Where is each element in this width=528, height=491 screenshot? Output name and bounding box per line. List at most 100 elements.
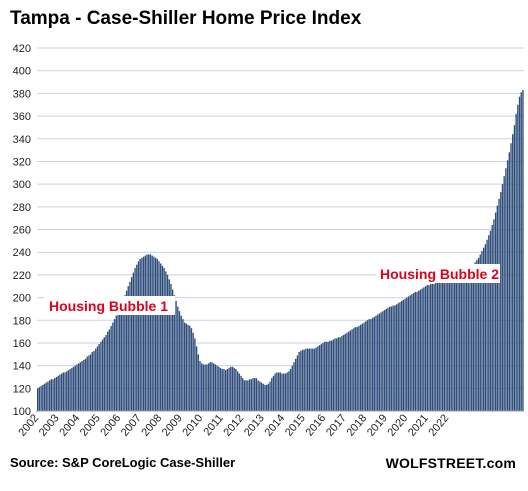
bar <box>346 332 348 411</box>
bar <box>426 285 428 411</box>
bar <box>257 380 259 411</box>
bar <box>406 297 408 411</box>
bar <box>78 363 80 411</box>
bar <box>313 348 316 411</box>
bar <box>339 337 341 411</box>
y-tick-label: 220 <box>13 270 31 282</box>
bar <box>414 291 416 411</box>
bar <box>430 283 432 411</box>
bar <box>165 271 167 411</box>
bar <box>185 323 188 411</box>
bar <box>180 315 182 411</box>
bar <box>450 280 452 411</box>
bar <box>289 369 292 411</box>
bar <box>230 366 232 411</box>
bar <box>117 312 119 411</box>
bar <box>40 386 42 411</box>
annotation-bubble-2: Housing Bubble 2 <box>376 264 500 283</box>
bar <box>457 278 459 411</box>
bar <box>277 372 280 411</box>
bar <box>194 338 196 411</box>
x-tick-label: 2014 <box>262 412 287 438</box>
bar <box>431 283 434 411</box>
bar <box>178 311 181 411</box>
bar <box>187 324 189 411</box>
bar <box>151 255 153 411</box>
bar <box>423 287 425 411</box>
x-axis-ticks: 2002200320042005200620072008200920102011… <box>16 412 451 438</box>
bar <box>218 366 220 411</box>
bar <box>421 288 423 411</box>
bar <box>370 319 372 411</box>
bar <box>64 372 66 411</box>
bar <box>298 352 300 411</box>
x-tick-label: 2019 <box>365 412 390 438</box>
bar <box>332 339 334 411</box>
bar <box>274 373 276 411</box>
bar <box>510 143 512 412</box>
x-tick-label: 2006 <box>98 412 123 438</box>
bar <box>482 247 485 411</box>
bar <box>404 298 406 411</box>
bar <box>508 152 510 412</box>
bar <box>322 342 324 411</box>
bar <box>358 325 360 411</box>
bar <box>395 304 398 411</box>
bar <box>522 89 524 411</box>
bar <box>100 341 102 411</box>
bar <box>334 338 336 411</box>
x-tick-label: 2016 <box>303 412 328 438</box>
bar <box>93 350 95 411</box>
bar <box>48 380 51 411</box>
bar <box>262 383 264 411</box>
bar <box>474 262 476 411</box>
bar <box>219 367 222 411</box>
y-tick-label: 160 <box>13 338 31 350</box>
bar <box>76 364 78 411</box>
bar <box>441 281 444 411</box>
y-tick-label: 300 <box>13 179 31 191</box>
bars <box>37 89 524 412</box>
bar <box>460 276 463 411</box>
bar <box>69 369 71 411</box>
bar <box>84 358 87 411</box>
bar <box>108 329 111 411</box>
bar <box>272 375 275 411</box>
bar <box>236 371 239 411</box>
bar <box>54 378 56 411</box>
bar <box>341 336 343 411</box>
annotation-bubble-1-bg <box>44 296 175 315</box>
bar <box>79 362 82 411</box>
bar <box>161 265 164 411</box>
bar <box>520 92 522 412</box>
bar <box>301 349 304 411</box>
bar <box>512 134 514 411</box>
bar <box>436 282 439 411</box>
annotation-bubble-2-label: Housing Bubble 2 <box>380 266 499 282</box>
bar <box>42 384 44 411</box>
bar <box>359 324 362 411</box>
bar <box>209 362 211 411</box>
bar <box>189 325 191 411</box>
bar <box>300 350 302 411</box>
bar <box>55 376 58 411</box>
bar <box>493 219 495 411</box>
bar <box>177 306 179 411</box>
bar <box>62 372 64 411</box>
bar <box>371 317 374 411</box>
y-tick-label: 100 <box>13 406 31 418</box>
bar <box>259 381 261 411</box>
bar <box>317 346 319 411</box>
bar <box>168 279 170 411</box>
bar <box>479 254 481 411</box>
bar <box>354 327 357 411</box>
y-tick-label: 320 <box>13 156 31 168</box>
bar <box>254 378 256 411</box>
bar <box>260 382 263 411</box>
bar <box>113 319 116 411</box>
bar <box>484 244 487 411</box>
bar <box>366 320 369 411</box>
bar <box>213 363 215 411</box>
bar <box>286 372 288 411</box>
